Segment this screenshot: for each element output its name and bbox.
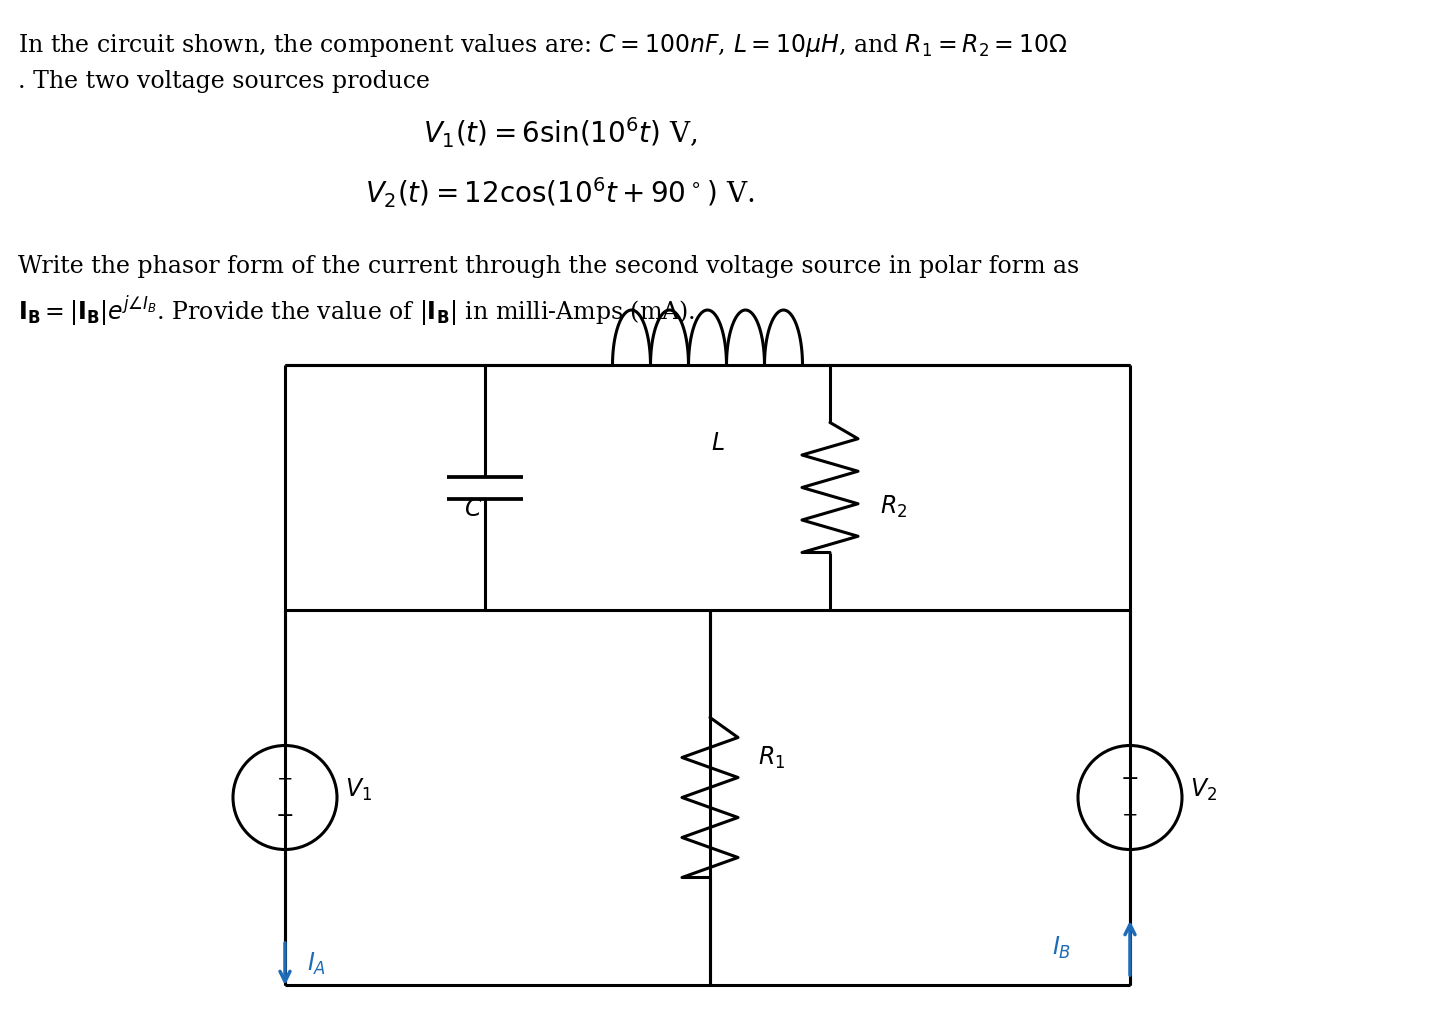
Text: . The two voltage sources produce: . The two voltage sources produce bbox=[17, 70, 430, 93]
Text: $R_1$: $R_1$ bbox=[757, 745, 785, 772]
Text: +: + bbox=[277, 770, 294, 789]
Text: $V_2$: $V_2$ bbox=[1190, 777, 1216, 803]
Text: $\mathbf{I_B} = |\mathbf{I_B}|e^{j\angle I_B}$. Provide the value of $|\mathbf{I: $\mathbf{I_B} = |\mathbf{I_B}|e^{j\angle… bbox=[17, 295, 695, 330]
Text: Write the phasor form of the current through the second voltage source in polar : Write the phasor form of the current thr… bbox=[17, 255, 1079, 278]
Text: $L$: $L$ bbox=[711, 432, 724, 455]
Text: In the circuit shown, the component values are: $C = 100nF$, $L = 10\mu H$, and : In the circuit shown, the component valu… bbox=[17, 32, 1067, 59]
Text: $C$: $C$ bbox=[463, 498, 482, 521]
Text: $V_1(t) =6\sin(10^6 t)$ V,: $V_1(t) =6\sin(10^6 t)$ V, bbox=[423, 115, 696, 150]
Text: $I_A$: $I_A$ bbox=[307, 951, 326, 977]
Text: $R_2$: $R_2$ bbox=[880, 494, 908, 520]
Text: +: + bbox=[1122, 806, 1138, 825]
Text: $I_B$: $I_B$ bbox=[1053, 935, 1072, 961]
Text: $V_1$: $V_1$ bbox=[345, 777, 372, 803]
Text: −: − bbox=[1121, 770, 1140, 789]
Text: $V_2(t) =12\cos(10^6 t + 90^\circ)$ V.: $V_2(t) =12\cos(10^6 t + 90^\circ)$ V. bbox=[365, 175, 754, 210]
Text: −: − bbox=[275, 806, 294, 825]
